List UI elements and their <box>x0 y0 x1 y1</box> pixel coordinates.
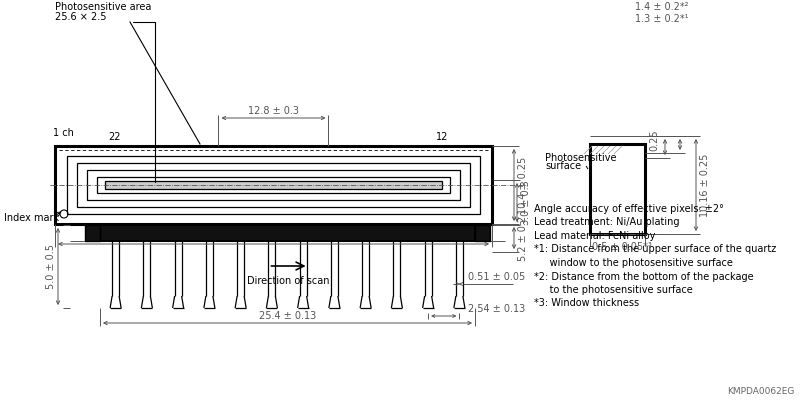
Text: 3.0 ± 0.3: 3.0 ± 0.3 <box>520 180 530 225</box>
Bar <box>77 163 470 207</box>
Bar <box>105 181 442 189</box>
Text: 12.8 ± 0.3: 12.8 ± 0.3 <box>247 106 299 116</box>
Text: 25.4 ± 0.13: 25.4 ± 0.13 <box>259 311 316 321</box>
Text: 22: 22 <box>108 132 121 142</box>
Bar <box>100 225 475 241</box>
Text: surface: surface <box>544 161 581 171</box>
Bar <box>589 144 644 234</box>
Text: Index mark: Index mark <box>4 213 59 223</box>
Text: 1: 1 <box>112 228 118 238</box>
Text: 0.5 ± 0.05*³: 0.5 ± 0.05*³ <box>591 242 651 252</box>
Text: Photosensitive area: Photosensitive area <box>55 2 151 12</box>
Text: Lead treatment: Ni/Au plating: Lead treatment: Ni/Au plating <box>533 218 679 228</box>
Text: *3: Window thickness: *3: Window thickness <box>533 298 638 308</box>
Text: 1.4 ± 0.2*²: 1.4 ± 0.2*² <box>634 2 687 12</box>
Text: 0.51 ± 0.05: 0.51 ± 0.05 <box>467 272 524 282</box>
Text: window to the photosensitive surface: window to the photosensitive surface <box>533 258 732 268</box>
Text: 2.54 ± 0.13: 2.54 ± 0.13 <box>467 304 524 314</box>
Bar <box>475 225 489 241</box>
Text: 5.2 ± 0.2: 5.2 ± 0.2 <box>517 216 528 260</box>
Text: 0.25: 0.25 <box>648 129 658 151</box>
Text: 11: 11 <box>435 228 447 238</box>
Bar <box>55 146 491 224</box>
Text: to the photosensitive surface: to the photosensitive surface <box>533 285 692 295</box>
Text: 5.0 ± 0.5: 5.0 ± 0.5 <box>46 244 56 289</box>
Text: 1.3 ± 0.2*¹: 1.3 ± 0.2*¹ <box>634 14 687 24</box>
Bar <box>87 170 459 200</box>
Text: *1: Distance from the upper surface of the quartz: *1: Distance from the upper surface of t… <box>533 244 775 254</box>
Text: KMPDA0062EG: KMPDA0062EG <box>727 387 794 396</box>
Bar <box>85 225 100 241</box>
Text: 40.6 ± 0.3: 40.6 ± 0.3 <box>248 232 299 242</box>
Text: *2: Distance from the bottom of the package: *2: Distance from the bottom of the pack… <box>533 272 752 282</box>
Bar <box>67 156 479 214</box>
Text: 25.6 × 2.5: 25.6 × 2.5 <box>55 12 106 22</box>
Text: 1 ch: 1 ch <box>52 128 73 138</box>
Bar <box>97 177 450 193</box>
Text: 10.4 ± 0.25: 10.4 ± 0.25 <box>517 156 528 214</box>
Text: 12: 12 <box>435 132 447 142</box>
Text: Photosensitive: Photosensitive <box>544 153 616 163</box>
Text: Lead material: FeNi alloy: Lead material: FeNi alloy <box>533 231 654 241</box>
Text: 10.16 ± 0.25: 10.16 ± 0.25 <box>699 153 709 217</box>
Text: Angle accuracy of effective pixels: ±2°: Angle accuracy of effective pixels: ±2° <box>533 204 723 214</box>
Text: Direction of scan: Direction of scan <box>247 276 329 286</box>
